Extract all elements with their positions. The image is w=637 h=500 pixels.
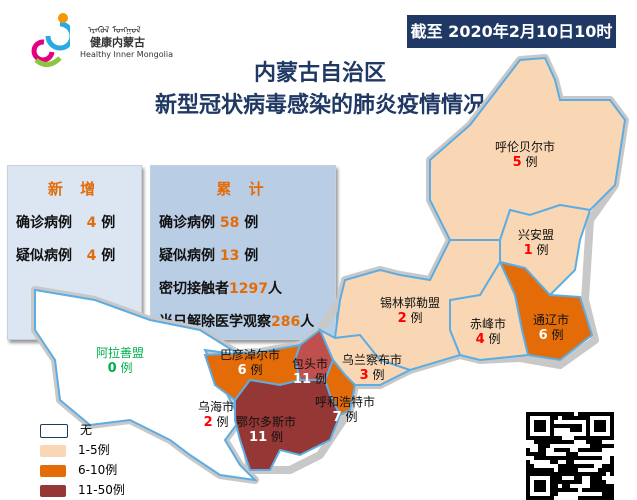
region-alxa [34, 288, 258, 482]
title-line2: 新型冠状病毒感染的肺炎疫情情况 [154, 93, 485, 118]
legend-low: 1-5例 [40, 441, 110, 458]
label-hohhot: 呼和浩特市 7 例 [315, 395, 376, 425]
qr-code-icon [526, 412, 614, 500]
new-heading: 新 增 [47, 180, 102, 198]
logo-mark-icon [31, 13, 75, 67]
swatch-none [40, 423, 68, 438]
label-xingan: 兴安盟 1 例 [518, 228, 555, 258]
logo-en-text: Healthy Inner Mongolia [80, 50, 173, 59]
label-alxa: 阿拉善盟 0 例 [96, 346, 145, 376]
label-bayannur: 巴彦淖尔市 6 例 [220, 348, 281, 378]
label-wuhai: 乌海市 2 例 [198, 400, 235, 430]
logo-mongolian-text: ᠡᠷᠡᠭᠦᠯ ᠮᠣᠩᠭᠣᠯ [88, 26, 141, 36]
legend-high: 11-50例 [40, 481, 125, 498]
label-chifeng: 赤峰市 4 例 [470, 317, 507, 347]
region-ordos [234, 378, 342, 471]
swatch-mid [40, 464, 66, 477]
label-tongliao: 通辽市 6 例 [533, 313, 570, 343]
label-baotou: 包头市 11 例 [292, 357, 329, 387]
total-confirmed-row: 确诊病例 58 例 [159, 215, 259, 231]
swatch-high [40, 484, 66, 497]
title-line1: 内蒙古自治区 [253, 61, 386, 86]
label-ordos: 鄂尔多斯市 11 例 [236, 415, 297, 445]
swatch-low [40, 444, 66, 457]
total-heading: 累 计 [216, 180, 270, 198]
legend-mid: 6-10例 [40, 461, 117, 478]
new-confirmed-row: 确诊病例 4 例 [16, 215, 116, 231]
total-contacts-row: 密切接触者1297人 [159, 281, 282, 297]
new-suspected-row: 疑似病例 4 例 [16, 248, 116, 264]
date-label: 截至 2020年2月10日10时 [407, 15, 616, 48]
total-suspected-row: 疑似病例 13 例 [159, 248, 259, 264]
logo: ᠡᠷᠡᠭᠦᠯ ᠮᠣᠩᠭᠣᠯ 健康内蒙古 Healthy Inner Mongol… [30, 12, 180, 72]
logo-cn-text: 健康内蒙古 [90, 36, 145, 49]
label-ulanqab: 乌兰察布市 3 例 [342, 353, 403, 383]
label-xilingol: 锡林郭勒盟 2 例 [380, 296, 441, 326]
label-hulunbuir: 呼伦贝尔市 5 例 [495, 140, 556, 170]
total-cases-panel: 累 计 确诊病例 58 例 疑似病例 13 例 密切接触者1297人 当日解除医… [150, 165, 336, 340]
legend-none: 无 [40, 421, 92, 438]
